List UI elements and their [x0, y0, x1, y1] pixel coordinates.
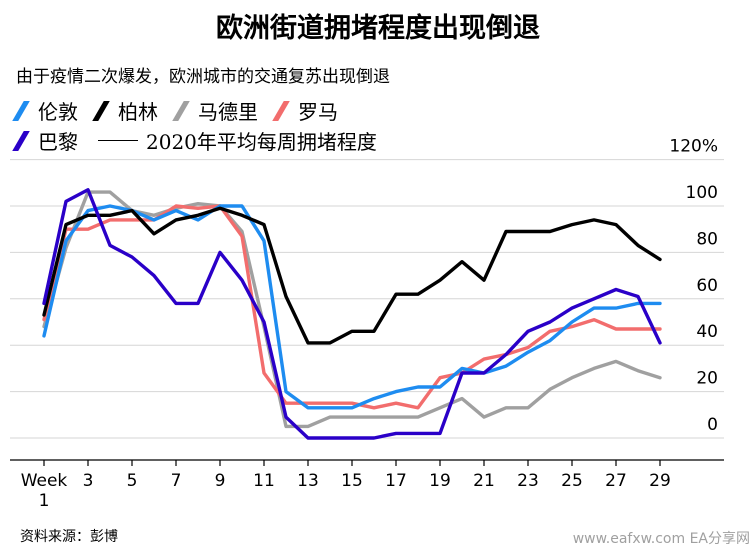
x-tick-label-17: 17	[385, 471, 407, 491]
legend-row-1: 伦敦 柏林 马德里 罗马	[12, 96, 354, 125]
legend-row-2: 巴黎 2020年平均每周拥堵程度	[12, 126, 377, 155]
x-tick-label-15: 15	[341, 471, 363, 491]
chart-title: 欧洲街道拥堵程度出现倒退	[216, 13, 540, 44]
legend-item-rome: 罗马	[272, 96, 338, 125]
legend-item-paris: 巴黎	[12, 126, 78, 155]
legend-label-rome: 罗马	[298, 100, 338, 124]
y-tick-label-100: 100	[686, 183, 718, 203]
x-tick-label-1: Week	[21, 471, 68, 491]
x-tick-label-23: 23	[517, 471, 539, 491]
x-tick-label-9: 9	[215, 471, 226, 491]
watermark: www.eafxw.com EA分享网	[572, 531, 750, 547]
legend-label-madrid: 马德里	[198, 100, 258, 124]
y-tick-label-40: 40	[696, 322, 718, 342]
y-tick-label-20: 20	[696, 369, 718, 389]
legend-item-london: 伦敦	[12, 96, 78, 125]
legend-label-london: 伦敦	[38, 100, 78, 124]
x-tick-label-11: 11	[253, 471, 275, 491]
y-tick-label-80: 80	[696, 229, 718, 249]
chart-subtitle: 由于疫情二次爆发，欧洲城市的交通复苏出现倒退	[16, 67, 390, 87]
x-tick-label-3: 3	[83, 471, 94, 491]
series-line-4	[42, 188, 662, 440]
x-tick-label-25: 25	[561, 471, 583, 491]
series-lines	[42, 188, 662, 440]
legend-label-berlin: 柏林	[118, 100, 158, 124]
y-tick-label-60: 60	[696, 276, 718, 296]
legend-item-madrid: 马德里	[172, 96, 258, 125]
x-tick-label-1-line2: 1	[39, 491, 50, 511]
series-line-2	[42, 204, 662, 410]
x-tick-label-27: 27	[605, 471, 627, 491]
legend-label-paris: 巴黎	[38, 130, 78, 154]
legend-item-berlin: 柏林	[92, 96, 158, 125]
x-tick-label-7: 7	[171, 471, 182, 491]
x-tick-label-5: 5	[127, 471, 138, 491]
series-line-1	[42, 204, 662, 410]
series-line-3	[42, 206, 662, 345]
x-tick-label-13: 13	[297, 471, 319, 491]
x-tick-label-19: 19	[429, 471, 451, 491]
source-note: 资料来源：彭博	[20, 529, 118, 545]
x-tick-label-29: 29	[649, 471, 671, 491]
series-line-0	[42, 190, 662, 429]
average-line-dash	[98, 140, 138, 141]
grid-lines	[10, 159, 724, 439]
x-tick-label-21: 21	[473, 471, 495, 491]
y-tick-label-120: 120%	[669, 137, 718, 157]
y-tick-label-0: 0	[707, 415, 718, 435]
average-line-label: 2020年平均每周拥堵程度	[146, 130, 377, 154]
